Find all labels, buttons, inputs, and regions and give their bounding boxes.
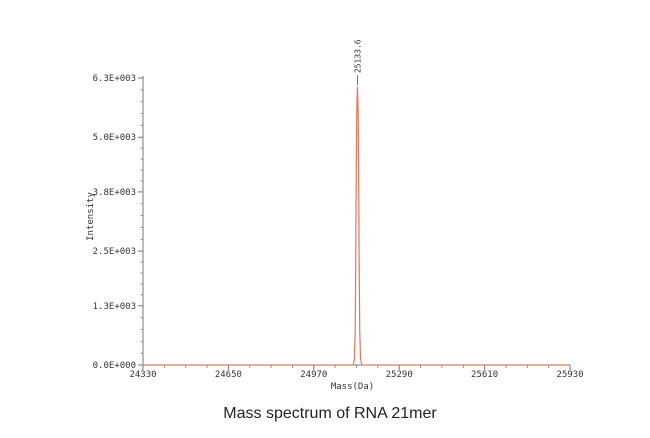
y-tick-label: 6.3E+003 — [93, 74, 136, 84]
series-layer — [143, 86, 570, 366]
axes — [138, 76, 571, 370]
figure-caption: Mass spectrum of RNA 21mer — [223, 405, 437, 422]
y-tick-label: 2.5E+003 — [93, 247, 136, 257]
x-tick-label: 25930 — [556, 370, 583, 380]
labels-layer: 0.0E+000 1.3E+003 2.5E+003 3.8E+003 5.0E+003… — [86, 39, 584, 392]
x-tick-label: 24970 — [300, 370, 327, 380]
x-tick-label: 25290 — [386, 370, 413, 380]
spectrum-line — [143, 86, 570, 366]
peak-label: 25133.6 — [353, 39, 362, 73]
y-tick-label: 3.8E+003 — [93, 188, 136, 198]
y-tick-label: 0.0E+000 — [93, 361, 136, 371]
x-tick-label: 25610 — [471, 370, 498, 380]
y-tick-label: 1.3E+003 — [93, 302, 136, 312]
x-axis-title: Mass(Da) — [331, 382, 374, 392]
x-tick-label: 24330 — [129, 370, 156, 380]
mass-spectrum-chart: 0.0E+000 1.3E+003 2.5E+003 3.8E+003 5.0E+003… — [86, 39, 584, 392]
x-tick-label: 24650 — [215, 370, 242, 380]
y-axis-title: Intensity — [86, 192, 96, 241]
y-tick-label: 5.0E+003 — [93, 133, 136, 143]
